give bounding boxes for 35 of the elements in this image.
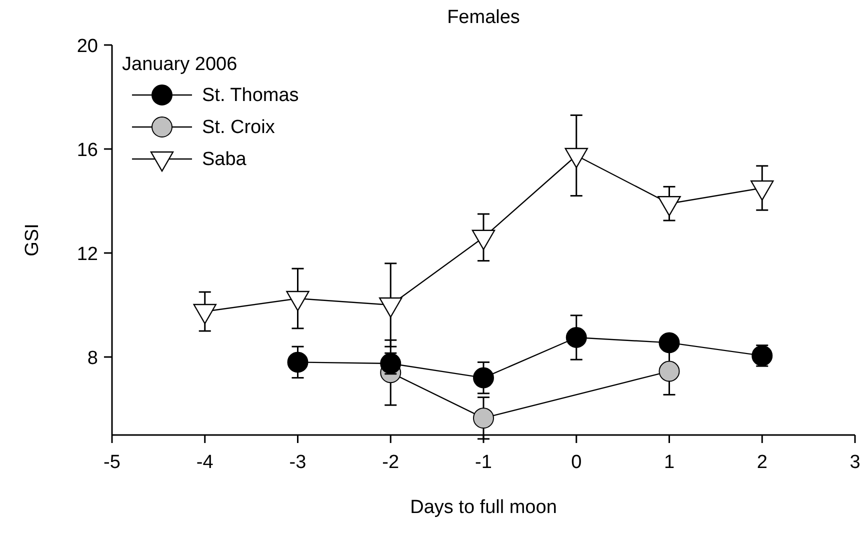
x-tick-label: -5 [104,452,120,473]
x-tick-label: 3 [850,452,860,473]
legend-label: St. Thomas [202,85,299,106]
point [566,327,587,348]
x-tick-label: -3 [289,452,306,473]
point [473,367,494,388]
x-tick-label: -4 [196,452,214,473]
point [193,304,216,324]
point [752,345,773,366]
x-tick-label: -1 [475,452,492,473]
legend-title: January 2006 [122,54,238,75]
point [380,353,402,374]
x-tick-label: -2 [382,452,400,473]
x-axis-title: Days to full moon [410,497,557,518]
x-tick-label: 2 [756,452,768,473]
point [564,148,588,168]
x-tick-label: 1 [664,452,675,473]
point [658,332,680,354]
legend-label: St. Croix [202,117,276,138]
point [287,352,308,373]
point [379,297,402,318]
point [472,230,496,250]
y-tick-label: 16 [76,140,98,161]
y-axis-title: GSI [22,224,43,256]
point [658,360,680,382]
y-tick-label: 12 [76,244,98,265]
y-tick-label: 20 [76,36,98,57]
point [473,408,494,429]
y-tick-label: 8 [87,348,98,369]
legend-label: Saba [202,149,247,170]
chart-title: Females [447,7,520,28]
point [750,180,774,201]
x-tick-label: 0 [571,452,582,473]
point [286,290,310,312]
point [658,196,681,216]
